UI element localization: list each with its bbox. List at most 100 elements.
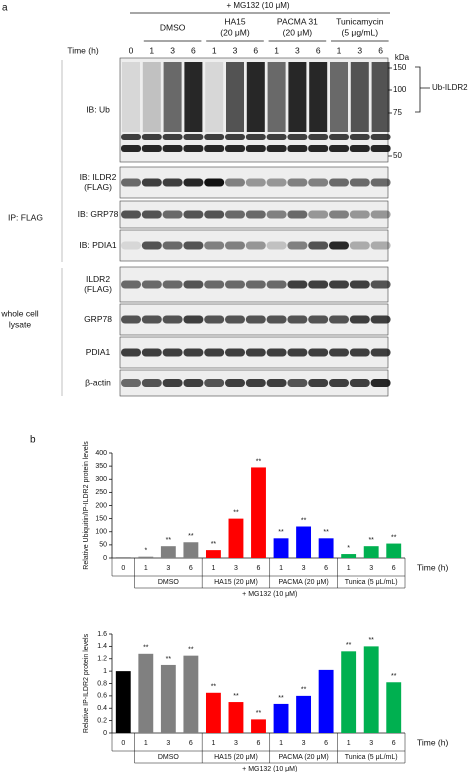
y-tick-label: 0.8 [97, 680, 107, 687]
band [349, 178, 370, 187]
lane-time: 1 [274, 45, 279, 55]
significance: ** [256, 710, 262, 717]
band [141, 241, 162, 250]
band [162, 280, 183, 289]
y-tick-label: 1.2 [97, 656, 107, 663]
band [287, 241, 308, 250]
band [183, 178, 204, 187]
bar [386, 543, 402, 558]
band [204, 145, 225, 152]
band [329, 134, 349, 140]
x-axis-title: Time (h) [417, 562, 448, 572]
significance: ** [346, 642, 352, 649]
band [183, 134, 204, 140]
x-tick-label: 6 [392, 740, 396, 747]
band [121, 280, 141, 289]
x-tick-label: 0 [121, 565, 125, 572]
band [162, 178, 183, 187]
time-label: Time (h) [67, 45, 98, 55]
band [329, 241, 349, 250]
group-label: PACMA (20 μM) [278, 754, 328, 761]
significance: ** [166, 656, 172, 663]
band [121, 210, 141, 219]
blot-label: PDIA1 [86, 347, 111, 357]
lane-time: 3 [357, 45, 362, 55]
lane-time: 3 [170, 45, 175, 55]
band [349, 145, 370, 152]
smear [330, 62, 348, 132]
band [225, 134, 245, 140]
bar [205, 692, 221, 733]
significance: ** [166, 537, 172, 544]
band [162, 315, 183, 324]
band [225, 241, 245, 250]
section-label: lysate [9, 319, 31, 329]
x-tick-label: 0 [121, 740, 125, 747]
band [329, 379, 349, 387]
bar [318, 538, 334, 558]
x-tick-label: 6 [324, 740, 328, 747]
band [121, 348, 141, 357]
band [370, 241, 391, 250]
x-tick-label: 3 [369, 565, 373, 572]
band [245, 379, 266, 387]
band [370, 145, 391, 152]
x-tick-label: 3 [369, 740, 373, 747]
band [141, 379, 162, 387]
band [245, 134, 266, 140]
significance: ** [211, 684, 217, 691]
x-tick-label: 3 [234, 740, 238, 747]
x-axis-title: Time (h) [417, 737, 448, 747]
lane-time: 6 [316, 45, 321, 55]
lane-time: 6 [253, 45, 258, 55]
band [204, 210, 225, 219]
band [183, 280, 204, 289]
group-name: Tunicamycin [336, 16, 384, 26]
panel-label: a [2, 3, 8, 14]
section-label: whole cell [0, 308, 38, 318]
band [329, 145, 349, 152]
blot-label: IB: PDIA1 [79, 240, 117, 250]
bracket [415, 66, 430, 113]
band [287, 145, 308, 152]
band [245, 315, 266, 324]
significance: ** [278, 695, 284, 702]
x-tick-label: 1 [144, 565, 148, 572]
smear [163, 62, 182, 132]
band [308, 348, 329, 357]
band [329, 178, 349, 187]
x-tick-label: 3 [302, 565, 306, 572]
significance: ** [278, 529, 284, 536]
bar [183, 542, 199, 558]
band [370, 134, 391, 140]
band [329, 315, 349, 324]
band [245, 145, 266, 152]
x-tick-label: 6 [257, 565, 261, 572]
y-tick-label: 0.4 [97, 705, 107, 712]
band [308, 379, 329, 387]
smear [267, 62, 286, 132]
band [121, 241, 141, 250]
group-label: Tunica (5 μL/mL) [345, 579, 398, 586]
marker: 50 [393, 151, 402, 160]
blot-label: IB: GRP78 [78, 209, 119, 219]
band [266, 178, 287, 187]
significance: ** [143, 645, 149, 652]
band [162, 241, 183, 250]
significance: ** [368, 637, 374, 644]
band [349, 315, 370, 324]
blot-label: GRP78 [84, 314, 112, 324]
group-label: PACMA (20 μM) [278, 579, 328, 586]
band [162, 348, 183, 357]
kda-label: kDa [395, 53, 410, 62]
y-tick-label: 0 [103, 730, 107, 737]
band [370, 379, 391, 387]
bar [138, 556, 154, 558]
x-tick-label: 1 [211, 565, 215, 572]
band [329, 280, 349, 289]
bar [341, 651, 357, 733]
band [162, 134, 183, 140]
x-tick-label: 1 [211, 740, 215, 747]
band [266, 145, 287, 152]
